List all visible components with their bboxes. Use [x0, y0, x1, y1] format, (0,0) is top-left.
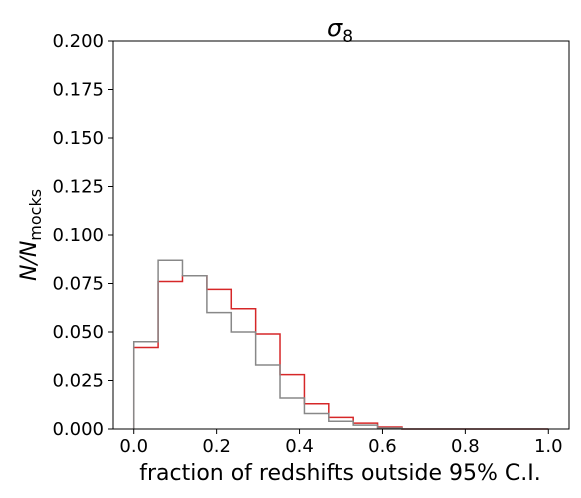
x-axis-label: fraction of redshifts outside 95% C.I. [139, 461, 541, 486]
x-tick-label: 1.0 [534, 436, 563, 457]
plot-series [132, 259, 549, 430]
y-tick-label: 0.050 [52, 322, 104, 343]
y-tick-label: 0.000 [52, 419, 104, 440]
y-tick-label: 0.100 [52, 225, 104, 246]
y-axis-label: N/Nmocks [17, 189, 45, 281]
series-1-step-line [132, 259, 549, 430]
x-tick-label: 0.8 [451, 436, 480, 457]
series-0-step-line [132, 274, 549, 430]
y-tick-label: 0.150 [52, 128, 104, 149]
axes: 0.0 0.2 0.4 0.6 0.8 1.0 0.000 0.025 0.050 0.075 0.… [52, 31, 570, 457]
plot-frame [112, 40, 570, 430]
y-tick-label: 0.175 [52, 80, 104, 101]
x-tick-label: 0.4 [285, 436, 314, 457]
chart-title: σ8 [327, 14, 353, 47]
y-tick-label: 0.075 [52, 274, 104, 295]
x-tick-label: 0.0 [119, 436, 148, 457]
y-tick-label: 0.125 [52, 177, 104, 198]
x-tick-label: 0.2 [202, 436, 231, 457]
x-tick-label: 0.6 [368, 436, 397, 457]
y-tick-label: 0.200 [52, 31, 104, 52]
y-tick-label: 0.025 [52, 371, 104, 392]
